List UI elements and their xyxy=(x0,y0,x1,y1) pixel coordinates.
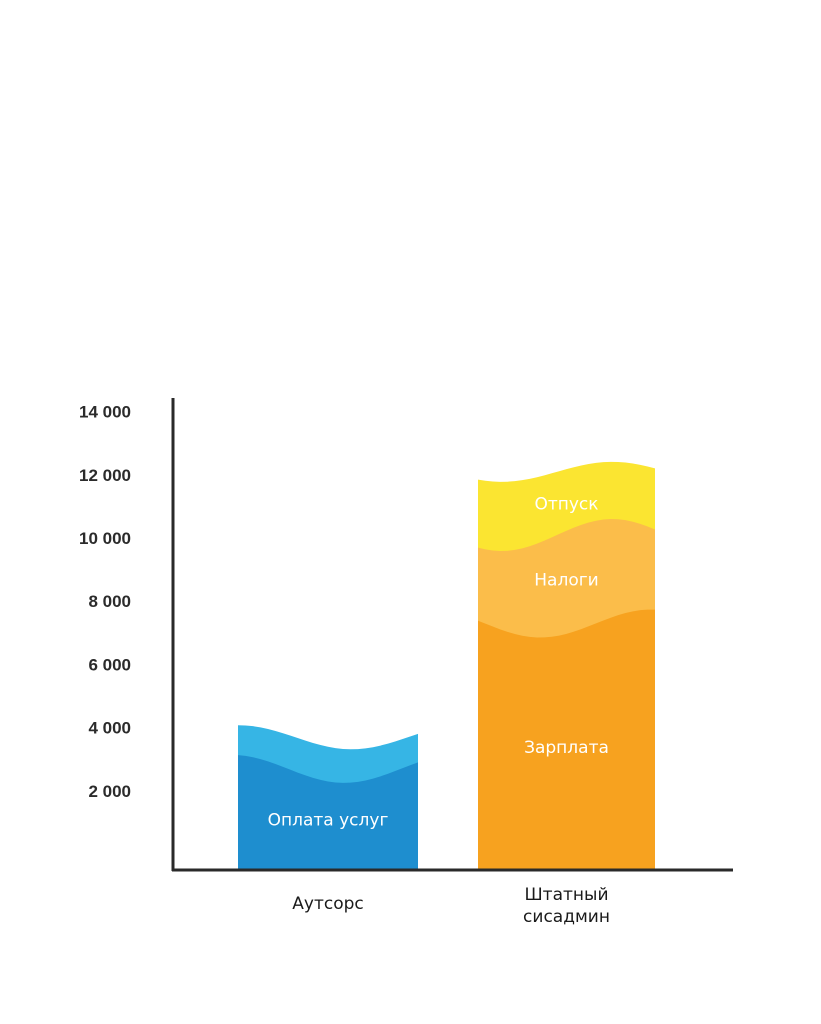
y-tick-label: 12 000 xyxy=(79,466,131,485)
bar-1: Оплата услуг xyxy=(238,725,418,870)
bars: Оплата услуг Зарплата Налоги Отпуск xyxy=(238,461,655,870)
segment-label: Зарплата xyxy=(524,738,609,758)
x-category-label: Аутсорс xyxy=(292,894,363,914)
segment-label: Отпуск xyxy=(534,494,598,514)
x-category-label-line: Аутсорс xyxy=(292,894,363,914)
y-tick-label: 10 000 xyxy=(79,529,131,548)
x-category-label: Штатный сисадмин xyxy=(523,885,610,927)
y-tick-labels: 2 000 4 000 6 000 8 000 10 000 12 000 14 000 xyxy=(79,403,131,801)
y-tick-label: 14 000 xyxy=(79,403,131,422)
segment-label: Оплата услуг xyxy=(268,810,389,830)
bar-2: Зарплата Налоги Отпуск xyxy=(478,461,655,870)
segment-label: Налоги xyxy=(534,570,598,590)
x-tick-labels: Аутсорс Штатный сисадмин xyxy=(292,885,610,927)
x-category-label-line: сисадмин xyxy=(523,907,610,927)
y-tick-label: 4 000 xyxy=(88,719,131,738)
bar-segment xyxy=(238,755,418,870)
y-tick-label: 2 000 xyxy=(88,782,131,801)
bar-segment xyxy=(478,609,655,870)
y-tick-label: 8 000 xyxy=(88,592,131,611)
y-tick-label: 6 000 xyxy=(88,655,131,674)
axes xyxy=(171,398,733,872)
x-category-label-line: Штатный xyxy=(525,885,609,905)
